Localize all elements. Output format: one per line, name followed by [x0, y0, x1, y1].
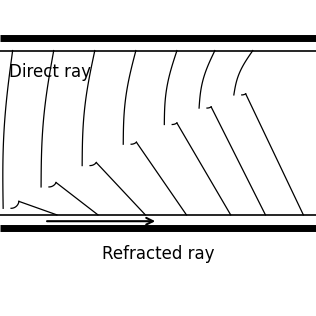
- Text: Direct ray: Direct ray: [9, 63, 91, 81]
- Text: Refracted ray: Refracted ray: [102, 245, 214, 263]
